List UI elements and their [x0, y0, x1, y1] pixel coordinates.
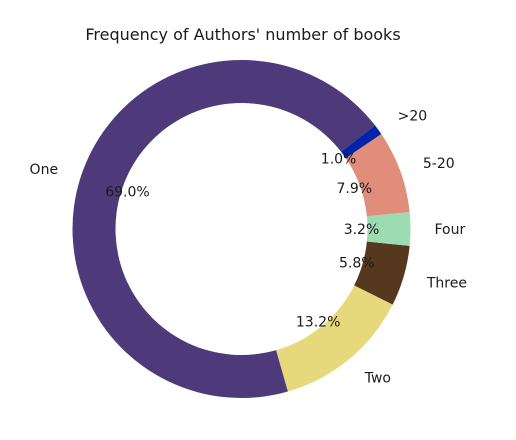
slice-four	[366, 211, 411, 246]
pct-label-three: 5.8%	[339, 255, 375, 271]
slice-label-one: One	[30, 162, 59, 178]
chart-title: Frequency of Authors' number of books	[85, 25, 400, 44]
pct-label-two: 13.2%	[296, 314, 340, 330]
slice-label-two: Two	[364, 371, 391, 387]
slice-three	[354, 241, 410, 305]
slice-5-20	[345, 133, 410, 217]
slice-label-four: Four	[434, 222, 465, 238]
pct-label-four: 3.2%	[344, 222, 380, 238]
slice-label-gt20: >20	[398, 109, 428, 125]
slice-label-three: Three	[426, 276, 467, 292]
donut-slices	[72, 60, 411, 398]
pct-label-gt20: 1.0%	[321, 151, 357, 167]
slice-two	[276, 285, 393, 392]
pct-label-one: 69.0%	[105, 185, 149, 201]
slice-label-5-20: 5-20	[423, 156, 455, 172]
slice-labels: One 69.0% Two 13.2% Three 5.8% Four 3.2% 5-20 7.9…	[30, 109, 467, 387]
pct-label-5-20: 7.9%	[336, 181, 372, 197]
slice-gt20	[341, 125, 382, 159]
